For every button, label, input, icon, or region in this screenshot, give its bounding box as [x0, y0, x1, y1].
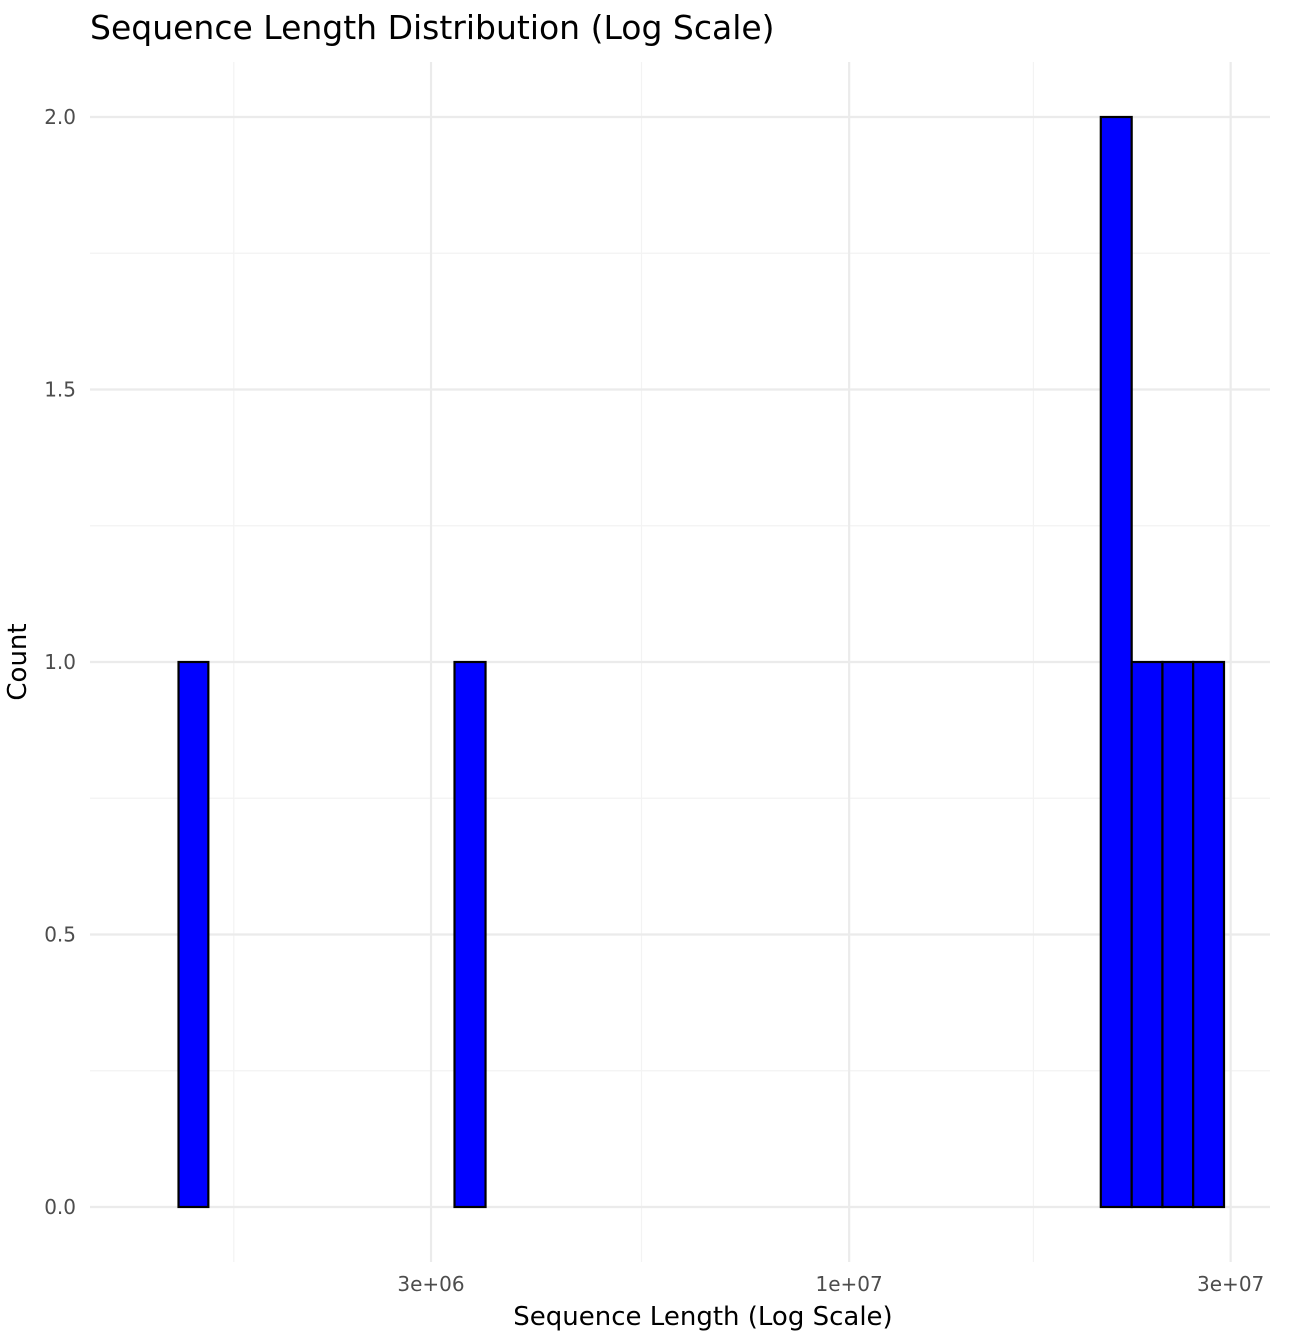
x-axis-tick-labels: 3e+06 1e+07 3e+07	[397, 1272, 1264, 1296]
y-tick-label: 1.0	[44, 650, 76, 674]
x-tick-label: 1e+07	[816, 1272, 883, 1296]
histogram-bar	[1161, 660, 1195, 1209]
histogram-bar	[177, 660, 210, 1209]
histogram-bar	[1130, 660, 1164, 1209]
histogram-bar	[1099, 115, 1133, 1209]
y-tick-label: 1.5	[44, 378, 76, 402]
x-axis-label: Sequence Length (Log Scale)	[513, 1302, 892, 1332]
histogram-bars	[177, 115, 1226, 1209]
y-tick-label: 0.0	[44, 1195, 76, 1219]
x-tick-label: 3e+07	[1197, 1272, 1264, 1296]
y-tick-label: 0.5	[44, 923, 76, 947]
y-axis-label: Count	[3, 623, 33, 700]
chart-title: Sequence Length Distribution (Log Scale)	[90, 8, 775, 47]
y-axis-tick-labels: 0.0 0.5 1.0 1.5 2.0	[44, 105, 76, 1219]
y-tick-label: 2.0	[44, 105, 76, 129]
histogram-bar	[1192, 660, 1226, 1209]
x-tick-label: 3e+06	[397, 1272, 464, 1296]
histogram-bar	[453, 660, 487, 1209]
major-gridlines	[90, 62, 1270, 1262]
